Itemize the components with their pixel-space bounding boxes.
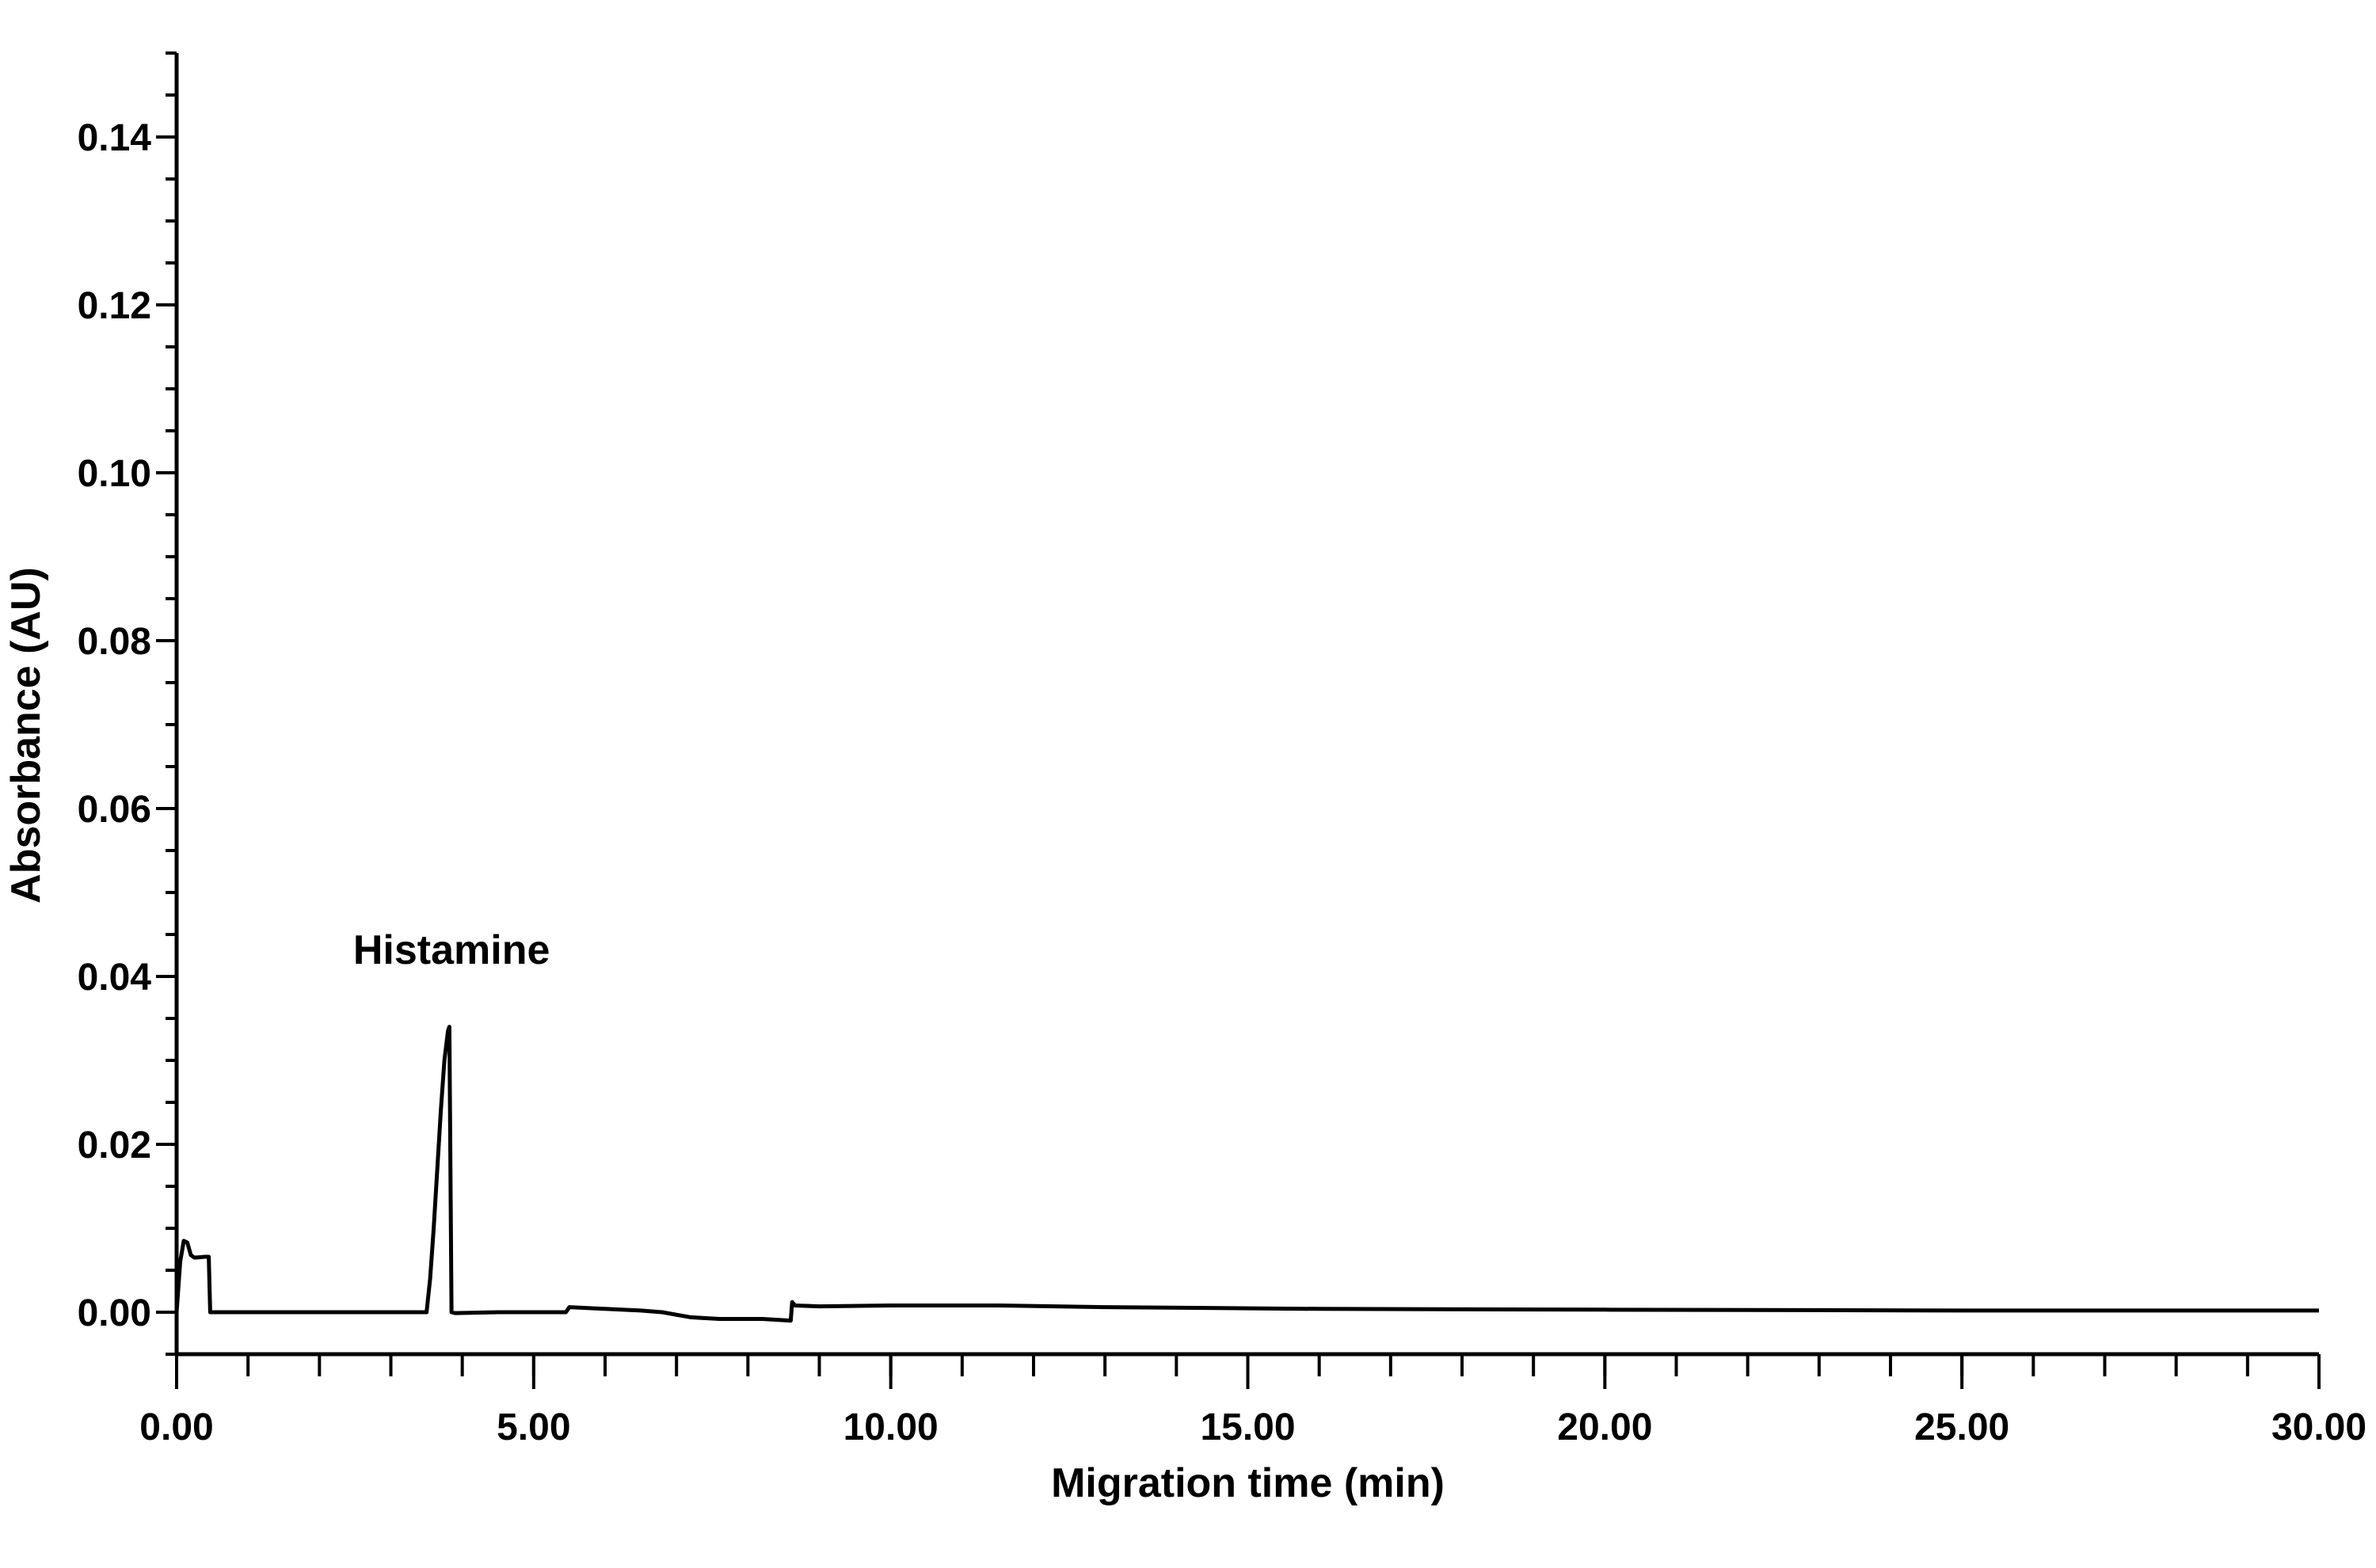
y-tick-label: 0.00 [78, 1292, 151, 1334]
x-tick-label: 30.00 [2271, 1406, 2366, 1448]
y-tick-label: 0.12 [78, 285, 151, 327]
x-tick-label: 20.00 [1557, 1406, 1652, 1448]
y-tick-label: 0.10 [78, 453, 151, 495]
peak-annotation: Histamine [353, 927, 550, 973]
y-tick-label: 0.04 [78, 957, 152, 999]
y-tick-label: 0.08 [78, 621, 151, 663]
x-axis-title: Migration time (min) [1051, 1460, 1445, 1506]
x-tick-label: 0.00 [139, 1406, 213, 1448]
x-tick-label: 5.00 [497, 1406, 570, 1448]
y-tick-label: 0.02 [78, 1125, 151, 1166]
y-axis-title: Absorbance (AU) [3, 567, 49, 904]
x-axis: 0.00 5.00 10.00 15.00 20.00 25.00 30.00 [139, 1352, 2366, 1448]
x-tick-label: 10.00 [843, 1406, 939, 1448]
y-axis: 0.00 0.02 0.04 0.06 0.08 0.10 0.12 0.14 [78, 51, 179, 1356]
x-tick-label: 15.00 [1200, 1406, 1295, 1448]
series-line [174, 1025, 2319, 1323]
y-tick-label: 0.14 [78, 117, 152, 159]
series-layer [174, 1025, 2319, 1323]
x-tick-label: 25.00 [1914, 1406, 2009, 1448]
y-tick-label: 0.06 [78, 789, 151, 831]
annotation-layer: Histamine [353, 927, 550, 973]
